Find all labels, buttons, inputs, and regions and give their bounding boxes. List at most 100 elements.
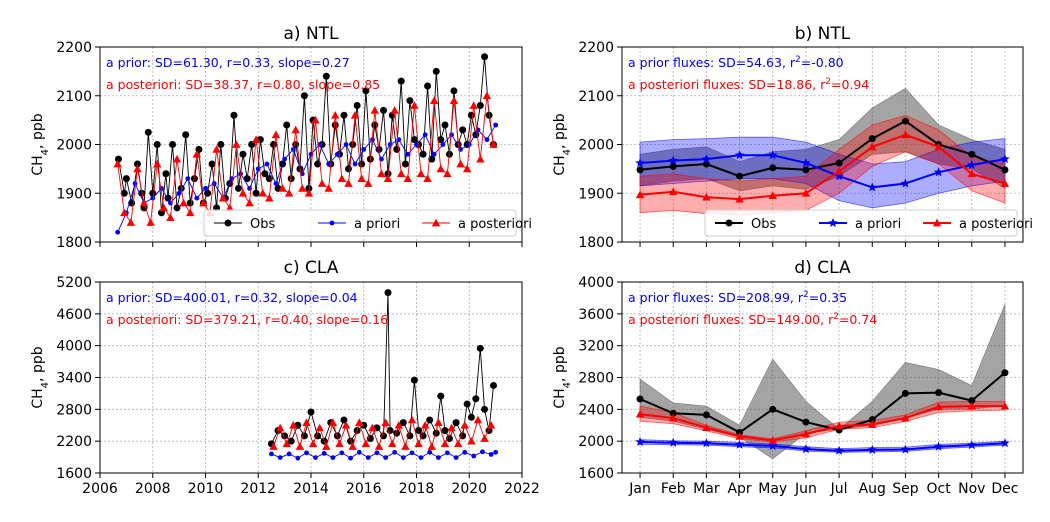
panel-c-series-2-marker-5 (302, 418, 311, 426)
panel-a-series-1-marker-0 (115, 229, 121, 235)
panel-c-series-1-marker-14 (392, 449, 398, 455)
panel-a-series-1-marker-27 (352, 161, 358, 167)
panel-d-xtick-label-7: Aug (859, 481, 886, 497)
panel-a-series-1-marker-38 (449, 132, 454, 138)
panel-d-xtick-label-11: Dec (991, 481, 1018, 497)
panel-d-series-0-line (639, 371, 1006, 434)
panel-b-series-0-marker-7 (868, 135, 876, 143)
panel-a-series-1-marker-10 (203, 185, 208, 191)
panel-a-series-0-marker-22 (208, 160, 216, 168)
panel-c-series-2-marker-0 (269, 442, 278, 450)
panel-a-series-0-marker-85 (485, 111, 493, 119)
panel-a-series-0-marker-43 (300, 92, 308, 100)
panel-a-series-2-marker-45 (410, 101, 419, 109)
panel-c-series-2-marker-2 (282, 439, 291, 448)
panel-d-series-0-marker-9 (935, 389, 943, 397)
panel-c-series-2-marker-3 (289, 421, 298, 429)
panel-c-series-0-marker-33 (463, 400, 471, 408)
panel-b-series-1-marker-10 (967, 160, 977, 169)
panel-c-series-1-marker-15 (400, 455, 406, 461)
panel-c-series-0-marker-31 (452, 419, 460, 427)
panel-a-series-0-marker-75 (441, 121, 449, 129)
panel-c-ytick-label-6: 5200 (56, 275, 92, 291)
panel-c-ytick-label-5: 4600 (56, 307, 92, 323)
panel-a-series-2-marker-30 (311, 115, 320, 124)
panel-a-ytick-label-3: 2100 (56, 89, 92, 105)
panel-a-series-0-marker-7 (144, 128, 152, 136)
panel-d-series-1-marker-10 (967, 440, 977, 450)
panel-a-series-2-marker-10 (179, 198, 188, 207)
panel-c-ylabel: CH4, ppb (30, 346, 51, 408)
panel-a-legend-label-0: Obs (250, 217, 275, 232)
panel-d: 1600 2000 2400 2800 3200 3600 4000 Jan Feb Mar Apr… (552, 258, 1024, 497)
panel-a-series-1-marker-7 (176, 190, 182, 196)
panel-a-series-2-marker-39 (370, 106, 380, 114)
panel-a-series-0-marker-14 (173, 204, 181, 212)
panel-a-series-0-marker-0 (114, 155, 122, 163)
panel-c-series-2-marker-31 (473, 415, 483, 424)
panel-a-series-1-marker-17 (264, 161, 270, 167)
panel-b-series-2-marker-6 (834, 167, 844, 175)
panel-d-title: d) CLA (794, 258, 851, 278)
panel-a-series-0-marker-81 (467, 111, 475, 119)
panel-b-series-2-marker-11 (1000, 179, 1010, 187)
panel-c-ytick-label-2: 2800 (56, 402, 92, 418)
panel-c-ytick-label-0: 1600 (56, 466, 92, 482)
panel-a-series-2-marker-57 (489, 140, 498, 148)
panel-c-series-2-marker-24 (427, 442, 436, 450)
panel-c-xtick-label-5: 2016 (346, 481, 382, 497)
panel-a-series-0-marker-65 (397, 77, 405, 85)
panel-a-series-2-marker-28 (298, 184, 307, 192)
panel-c-series-1-marker-2 (286, 451, 292, 457)
panel-a-series-0-marker-79 (459, 126, 467, 134)
panel-a-series-2-marker-16 (218, 193, 228, 202)
panel-a-ytick-label-1: 1900 (56, 186, 92, 202)
panel-a-series-0-marker-46 (314, 160, 322, 168)
panel-a-series-0-marker-39 (283, 121, 291, 129)
panel-a-series-2-marker-43 (397, 169, 406, 178)
panel-a-series-2-marker-29 (304, 189, 314, 197)
panel-c-series-2-line (273, 418, 492, 449)
panel-a-legend-label-1: a priori (354, 217, 400, 232)
panel-a-series-2-marker-13 (199, 198, 208, 207)
panel-c-series-0-marker-3 (287, 437, 295, 445)
panel-a-series-1-marker-4 (150, 195, 156, 201)
panel-a-series-0-marker-54 (349, 141, 357, 148)
panel-b-series-0-marker-11 (1001, 166, 1009, 174)
panel-d-series-0-marker-5 (802, 418, 810, 426)
panel-c-xtick-label-1: 2008 (135, 481, 171, 497)
panel-c-series-1-marker-23 (471, 453, 477, 459)
panel-a-series-2-marker-35 (344, 179, 353, 187)
panel-a-series-0-marker-44 (305, 184, 313, 192)
panel-d-series-2-marker-9 (934, 402, 943, 411)
panel-c-series-2-marker-25 (434, 418, 443, 426)
panel-a-series-2-marker-24 (271, 130, 281, 139)
panel-d-series-0-marker-0 (636, 395, 644, 403)
panel-c-series-2-marker-32 (480, 434, 489, 442)
panel-d-ytick-label-2: 2400 (578, 402, 614, 418)
panel-a-series-1-marker-37 (440, 142, 446, 147)
panel-b-series-0-marker-8 (901, 117, 909, 125)
panel-d-xtick-label-9: Oct (926, 481, 951, 497)
panel-b-series-1-marker-0 (635, 158, 645, 168)
panel-a-series-0-marker-73 (432, 67, 440, 75)
panel-c-series-0-marker-12 (347, 437, 355, 445)
panel-a-series-2-marker-38 (364, 179, 373, 187)
panel-d-series-2-marker-2 (702, 423, 711, 431)
panel-d-series-1-marker-9 (933, 441, 944, 451)
panel-c-series-0-marker-24 (415, 427, 423, 435)
panel-b-series-1-marker-5 (801, 158, 811, 168)
panel-d-series-1-line (639, 441, 1006, 452)
panel-d-series-2-marker-7 (868, 420, 877, 428)
panel-a-series-2-marker-9 (172, 154, 182, 163)
panel-a-series-2-marker-56 (482, 91, 492, 100)
panel-c-series-0-marker-35 (472, 395, 480, 403)
panel-b-ytick-label-4: 2200 (578, 40, 614, 56)
panel-c-ytick-label-4: 4000 (56, 339, 92, 355)
panel-b-series-0-line (639, 119, 1006, 178)
panel-c-annotation-0: a prior: SD=400.01, r=0.32, slope=0.04 (106, 290, 358, 305)
panel-a-series-0-marker-62 (384, 170, 392, 178)
panel-d-series-2-marker-6 (834, 421, 844, 430)
panel-a-series-1-marker-35 (422, 132, 428, 138)
panel-c-ytick-label-3: 3400 (56, 371, 92, 387)
